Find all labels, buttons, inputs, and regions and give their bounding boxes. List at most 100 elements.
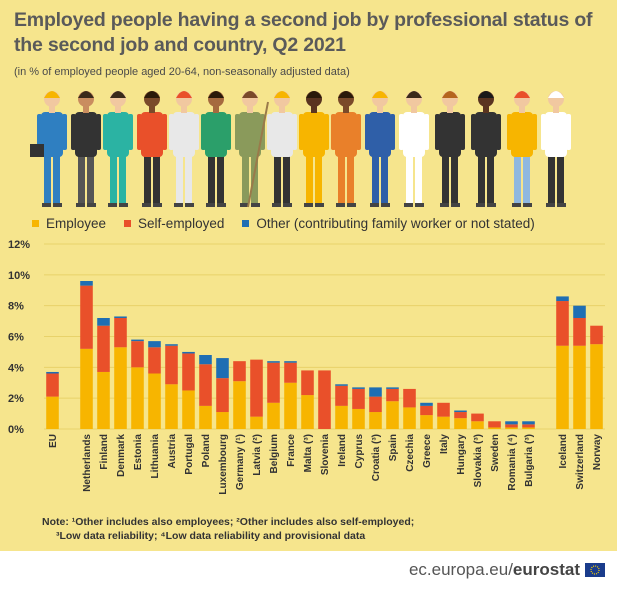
bar-segment-employee — [437, 416, 450, 429]
worker-figure — [103, 91, 133, 207]
chart-notes: Note: ¹Other includes also employees; ²O… — [42, 516, 414, 543]
footer: ec.europa.eu/eurostat — [409, 560, 605, 580]
note-line-1: Note: ¹Other includes also employees; ²O… — [42, 516, 415, 528]
worker-figure — [471, 91, 501, 207]
bar-segment-self-employed — [437, 402, 450, 417]
bar-segment-other — [182, 351, 195, 354]
y-tick-label: 10% — [8, 270, 30, 282]
bar-segment-self-employed — [301, 370, 314, 396]
x-tick-label: Netherlands — [82, 434, 93, 492]
chart-legend: Employee Self-employed Other (contributi… — [32, 216, 535, 231]
bar-segment-employee — [403, 407, 416, 429]
bar-segment-employee — [80, 348, 93, 429]
bar-segment-other — [420, 402, 433, 406]
x-tick-label: EU — [48, 434, 59, 448]
bar-segment-self-employed — [131, 341, 144, 368]
bar-segment-self-employed — [454, 412, 467, 419]
bar-segment-self-employed — [403, 388, 416, 408]
bar-segment-self-employed — [46, 373, 59, 397]
bar-segment-other — [335, 384, 348, 386]
bar-segment-other — [148, 341, 161, 348]
x-tick-label: Spain — [388, 434, 399, 461]
bar-segment-other — [80, 281, 93, 286]
bar-segment-self-employed — [522, 424, 535, 428]
footer-site: ec.europa.eu/ — [408, 560, 513, 579]
bar-segment-self-employed — [250, 359, 263, 417]
x-tick-label: Slovenia — [320, 434, 331, 476]
legend-swatch-self-employed — [124, 220, 132, 227]
worker-figure — [267, 91, 297, 207]
bar-segment-employee — [131, 367, 144, 429]
bar-segment-other — [386, 387, 399, 389]
worker-figure — [331, 91, 361, 207]
bar-segment-other — [46, 371, 59, 374]
legend-swatch-employee — [32, 220, 39, 227]
bar-segment-employee — [352, 408, 365, 429]
x-tick-label: Estonia — [133, 434, 144, 471]
bar-segment-other — [454, 410, 467, 413]
worker-figure — [201, 91, 231, 207]
bar-segment-self-employed — [216, 378, 229, 413]
bar-segment-other — [505, 421, 518, 425]
x-tick-label: Greece — [422, 434, 433, 468]
bar-segment-employee — [165, 384, 178, 429]
chart-subtitle: (in % of employed people aged 20-64, non… — [14, 66, 350, 78]
chart-title: Employed people having a second job by p… — [14, 9, 593, 56]
bar-segment-other — [284, 361, 297, 363]
bar-segment-self-employed — [488, 421, 501, 428]
x-tick-label: Slovakia (³) — [473, 434, 484, 487]
bar-segment-self-employed — [182, 353, 195, 391]
bar-segment-employee — [335, 405, 348, 430]
x-tick-label: Lithuania — [150, 434, 161, 479]
bar-segment-self-employed — [335, 385, 348, 406]
bar-segment-self-employed — [505, 424, 518, 428]
bar-segment-self-employed — [573, 318, 586, 346]
y-tick-label: 8% — [8, 301, 24, 313]
worker-figure — [399, 91, 429, 207]
worker-figure — [235, 91, 269, 208]
x-tick-label: Luxembourg — [218, 434, 229, 495]
y-tick-label: 4% — [8, 362, 24, 374]
bar-segment-employee — [573, 345, 586, 429]
x-tick-label: Norway — [592, 434, 603, 471]
bar-segment-other — [352, 387, 365, 389]
bar-segment-self-employed — [590, 325, 603, 345]
legend-item-employee: Employee — [32, 216, 106, 231]
bar-segment-other — [97, 318, 110, 326]
bar-segment-employee — [182, 390, 195, 429]
x-tick-label: Czechia — [405, 434, 416, 472]
legend-swatch-other — [242, 220, 250, 227]
legend-label-self-employed: Self-employed — [138, 216, 225, 231]
stacked-bar-chart: 0% 2% 4% 6% 8% 10% 12% EU Netherlands Finland Denm… — [8, 239, 605, 495]
legend-label-employee: Employee — [46, 216, 107, 231]
x-tick-label: Italy — [439, 434, 450, 454]
worker-figure — [169, 91, 199, 207]
bar-segment-employee — [471, 421, 484, 429]
worker-figure — [507, 91, 537, 207]
x-tick-label: Sweden — [490, 434, 501, 472]
y-tick-label: 2% — [8, 393, 24, 405]
x-tick-label: Malta (³) — [303, 434, 314, 472]
x-tick-label: Belgium — [269, 434, 280, 474]
worker-figure — [365, 91, 395, 207]
x-tick-label: Finland — [99, 434, 110, 470]
bar-segment-self-employed — [420, 405, 433, 416]
bar-segment-employee — [250, 416, 263, 429]
bar-segment-other — [522, 421, 535, 425]
bar-segment-employee — [114, 347, 127, 429]
bar-segment-employee — [369, 412, 382, 429]
bar-segment-other — [573, 305, 586, 318]
infographic-panel — [0, 0, 617, 551]
worker-figure — [30, 91, 67, 207]
bar-segment-other — [369, 387, 382, 397]
x-tick-label: Austria — [167, 434, 178, 469]
worker-figure — [71, 91, 101, 207]
bar-segment-employee — [284, 382, 297, 429]
bar-segment-other — [216, 358, 229, 379]
legend-item-self-employed: Self-employed — [124, 216, 224, 231]
bar-segment-self-employed — [318, 370, 331, 429]
footer-brand: eurostat — [512, 560, 580, 579]
bar-segment-employee — [301, 395, 314, 429]
bar-segment-employee — [148, 373, 161, 429]
worker-figure — [541, 91, 571, 207]
